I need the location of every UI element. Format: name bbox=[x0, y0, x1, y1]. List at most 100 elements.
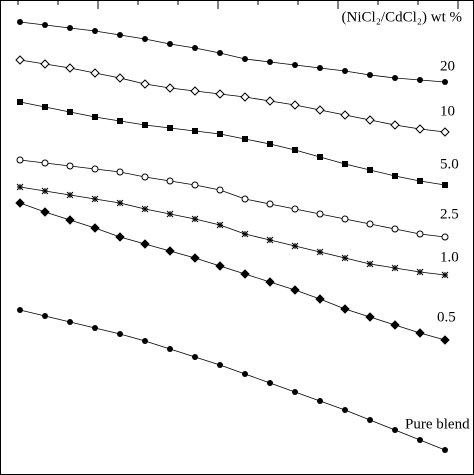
point bbox=[290, 100, 300, 110]
point bbox=[291, 242, 299, 250]
point bbox=[267, 59, 273, 65]
point bbox=[265, 277, 275, 287]
point bbox=[367, 417, 373, 423]
point bbox=[42, 313, 48, 319]
point bbox=[166, 210, 174, 218]
point bbox=[365, 115, 375, 125]
point bbox=[316, 210, 324, 218]
point bbox=[417, 178, 423, 184]
point bbox=[417, 437, 423, 443]
point bbox=[140, 79, 150, 89]
point bbox=[266, 200, 274, 208]
point bbox=[142, 122, 148, 128]
point bbox=[391, 225, 399, 233]
point bbox=[142, 338, 148, 344]
point bbox=[215, 89, 225, 99]
point bbox=[66, 191, 74, 199]
point bbox=[441, 233, 449, 241]
point bbox=[367, 167, 373, 173]
point bbox=[117, 331, 123, 337]
point bbox=[442, 79, 448, 85]
point bbox=[217, 362, 223, 368]
point bbox=[341, 254, 349, 262]
point bbox=[65, 215, 75, 225]
point bbox=[266, 236, 274, 244]
point bbox=[42, 104, 48, 110]
point bbox=[16, 183, 24, 191]
point bbox=[290, 285, 300, 295]
series-label: 2.5 bbox=[440, 206, 459, 222]
point bbox=[192, 354, 198, 360]
point bbox=[440, 335, 450, 345]
point bbox=[41, 187, 49, 195]
point bbox=[391, 264, 399, 272]
point bbox=[140, 239, 150, 249]
point bbox=[340, 304, 350, 314]
point bbox=[115, 232, 125, 242]
point bbox=[242, 371, 248, 377]
point bbox=[390, 320, 400, 330]
point bbox=[241, 230, 249, 238]
point bbox=[90, 68, 100, 78]
point bbox=[217, 131, 223, 137]
point bbox=[215, 261, 225, 271]
point bbox=[117, 118, 123, 124]
series-line bbox=[19, 101, 446, 186]
series-label: 20 bbox=[440, 58, 455, 74]
point bbox=[92, 325, 98, 331]
point bbox=[317, 65, 323, 71]
point bbox=[216, 186, 224, 194]
point bbox=[315, 294, 325, 304]
point bbox=[17, 307, 23, 313]
top-axis-decoration bbox=[17, 0, 459, 9]
point bbox=[342, 68, 348, 74]
point bbox=[415, 328, 425, 338]
point bbox=[390, 120, 400, 130]
point bbox=[441, 271, 449, 279]
point bbox=[216, 221, 224, 229]
legend-title: (NiCl₂/CdCl₂) wt % bbox=[342, 9, 462, 25]
point bbox=[67, 25, 73, 31]
point bbox=[442, 447, 448, 453]
point bbox=[392, 173, 398, 179]
point bbox=[92, 28, 98, 34]
point bbox=[342, 161, 348, 167]
point bbox=[265, 96, 275, 106]
point bbox=[241, 195, 249, 203]
point bbox=[167, 346, 173, 352]
point bbox=[192, 45, 198, 51]
point bbox=[192, 128, 198, 134]
point bbox=[292, 147, 298, 153]
point bbox=[67, 319, 73, 325]
series-label: 5.0 bbox=[440, 156, 459, 172]
point bbox=[392, 427, 398, 433]
point bbox=[440, 127, 450, 137]
point bbox=[165, 83, 175, 93]
series-label: 1.0 bbox=[440, 249, 459, 265]
point bbox=[15, 55, 25, 65]
point bbox=[117, 32, 123, 38]
series-line bbox=[19, 59, 446, 133]
point bbox=[16, 156, 24, 164]
point bbox=[267, 380, 273, 386]
point bbox=[242, 136, 248, 142]
point bbox=[92, 114, 98, 120]
point bbox=[167, 41, 173, 47]
point bbox=[115, 73, 125, 83]
point bbox=[292, 62, 298, 68]
point bbox=[240, 269, 250, 279]
series-line bbox=[19, 159, 446, 238]
point bbox=[316, 248, 324, 256]
point bbox=[41, 159, 49, 167]
point bbox=[40, 59, 50, 69]
series-line bbox=[19, 309, 446, 451]
point bbox=[317, 398, 323, 404]
point bbox=[91, 195, 99, 203]
point bbox=[340, 110, 350, 120]
point bbox=[240, 92, 250, 102]
point bbox=[116, 199, 124, 207]
point bbox=[341, 215, 349, 223]
point bbox=[66, 162, 74, 170]
